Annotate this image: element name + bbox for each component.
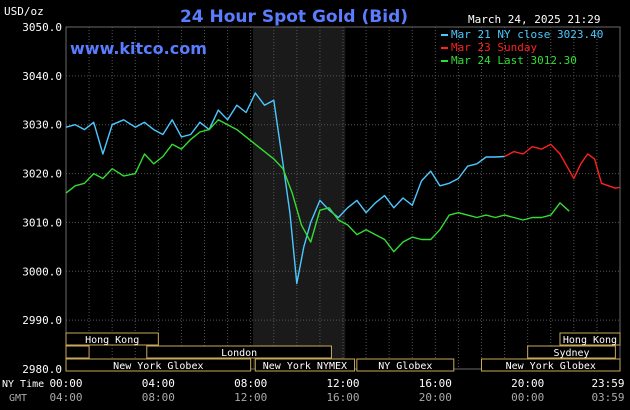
session-bar <box>559 332 621 346</box>
x-tick-label-gmt: 20:00 <box>419 391 452 404</box>
y-tick-label: 3000.0 <box>22 265 62 278</box>
session-bar <box>65 358 252 372</box>
session-label: Sydney <box>553 348 589 359</box>
session-shade <box>252 27 346 369</box>
session-bar <box>527 345 616 359</box>
y-axis-label: USD/oz <box>4 5 44 18</box>
x-tick-label-gmt: 04:00 <box>49 391 82 404</box>
session-bar <box>356 358 455 372</box>
legend-swatch <box>441 34 448 36</box>
x-axis-label-ny: NY Time <box>2 379 44 390</box>
session-bar <box>65 332 159 346</box>
x-tick-label-ny: 08:00 <box>234 377 267 390</box>
session-label: Hong Kong <box>563 335 617 346</box>
legend-entry: Mar 23 Sunday <box>451 41 537 54</box>
y-tick-label: 2990.0 <box>22 314 62 327</box>
legend-swatch <box>441 60 448 62</box>
x-tick-label-ny: 12:00 <box>326 377 359 390</box>
session-bar <box>481 358 621 372</box>
y-tick-label: 3040.0 <box>22 70 62 83</box>
legend-entry: Mar 24 Last 3012.30 <box>451 54 577 67</box>
chart-title: 24 Hour Spot Gold (Bid) <box>180 7 408 27</box>
x-tick-label-gmt: 16:00 <box>326 391 359 404</box>
legend-entry: Mar 21 NY close 3023.40 <box>451 28 603 41</box>
x-tick-label-ny: 04:00 <box>142 377 175 390</box>
series-line-2 <box>504 143 621 189</box>
x-tick-label-gmt: 00:00 <box>511 391 544 404</box>
x-tick-label-ny: 20:00 <box>511 377 544 390</box>
session-label: New York Globex <box>113 361 203 372</box>
session-label: NY Globex <box>378 361 432 372</box>
session-label: Hong Kong <box>85 335 139 346</box>
x-axis-label-gmt: GMT <box>9 393 27 404</box>
session-label: New York NYMEX <box>263 361 347 372</box>
y-tick-label: 2980.0 <box>22 363 62 376</box>
session-bar <box>254 358 356 372</box>
session-bar <box>65 345 90 359</box>
session-label: London <box>221 348 257 359</box>
y-tick-label: 3050.0 <box>22 21 62 34</box>
session-bar <box>146 345 332 359</box>
y-tick-label: 3010.0 <box>22 216 62 229</box>
x-tick-label-ny: 23:59 <box>591 377 624 390</box>
x-tick-label-gmt: 12:00 <box>234 391 267 404</box>
legend-swatch <box>441 47 448 49</box>
timestamp: March 24, 2025 21:29 <box>468 13 600 26</box>
x-tick-label-gmt: 08:00 <box>142 391 175 404</box>
y-tick-label: 3030.0 <box>22 119 62 132</box>
x-tick-label-ny: 00:00 <box>49 377 82 390</box>
series-line-1 <box>65 92 505 285</box>
source-label: www.kitco.com <box>70 39 207 58</box>
series-line-3 <box>65 119 570 253</box>
y-tick-label: 3020.0 <box>22 168 62 181</box>
x-tick-label-gmt: 03:59 <box>591 391 624 404</box>
x-tick-label-ny: 16:00 <box>419 377 452 390</box>
session-label: New York Globex <box>506 361 596 372</box>
